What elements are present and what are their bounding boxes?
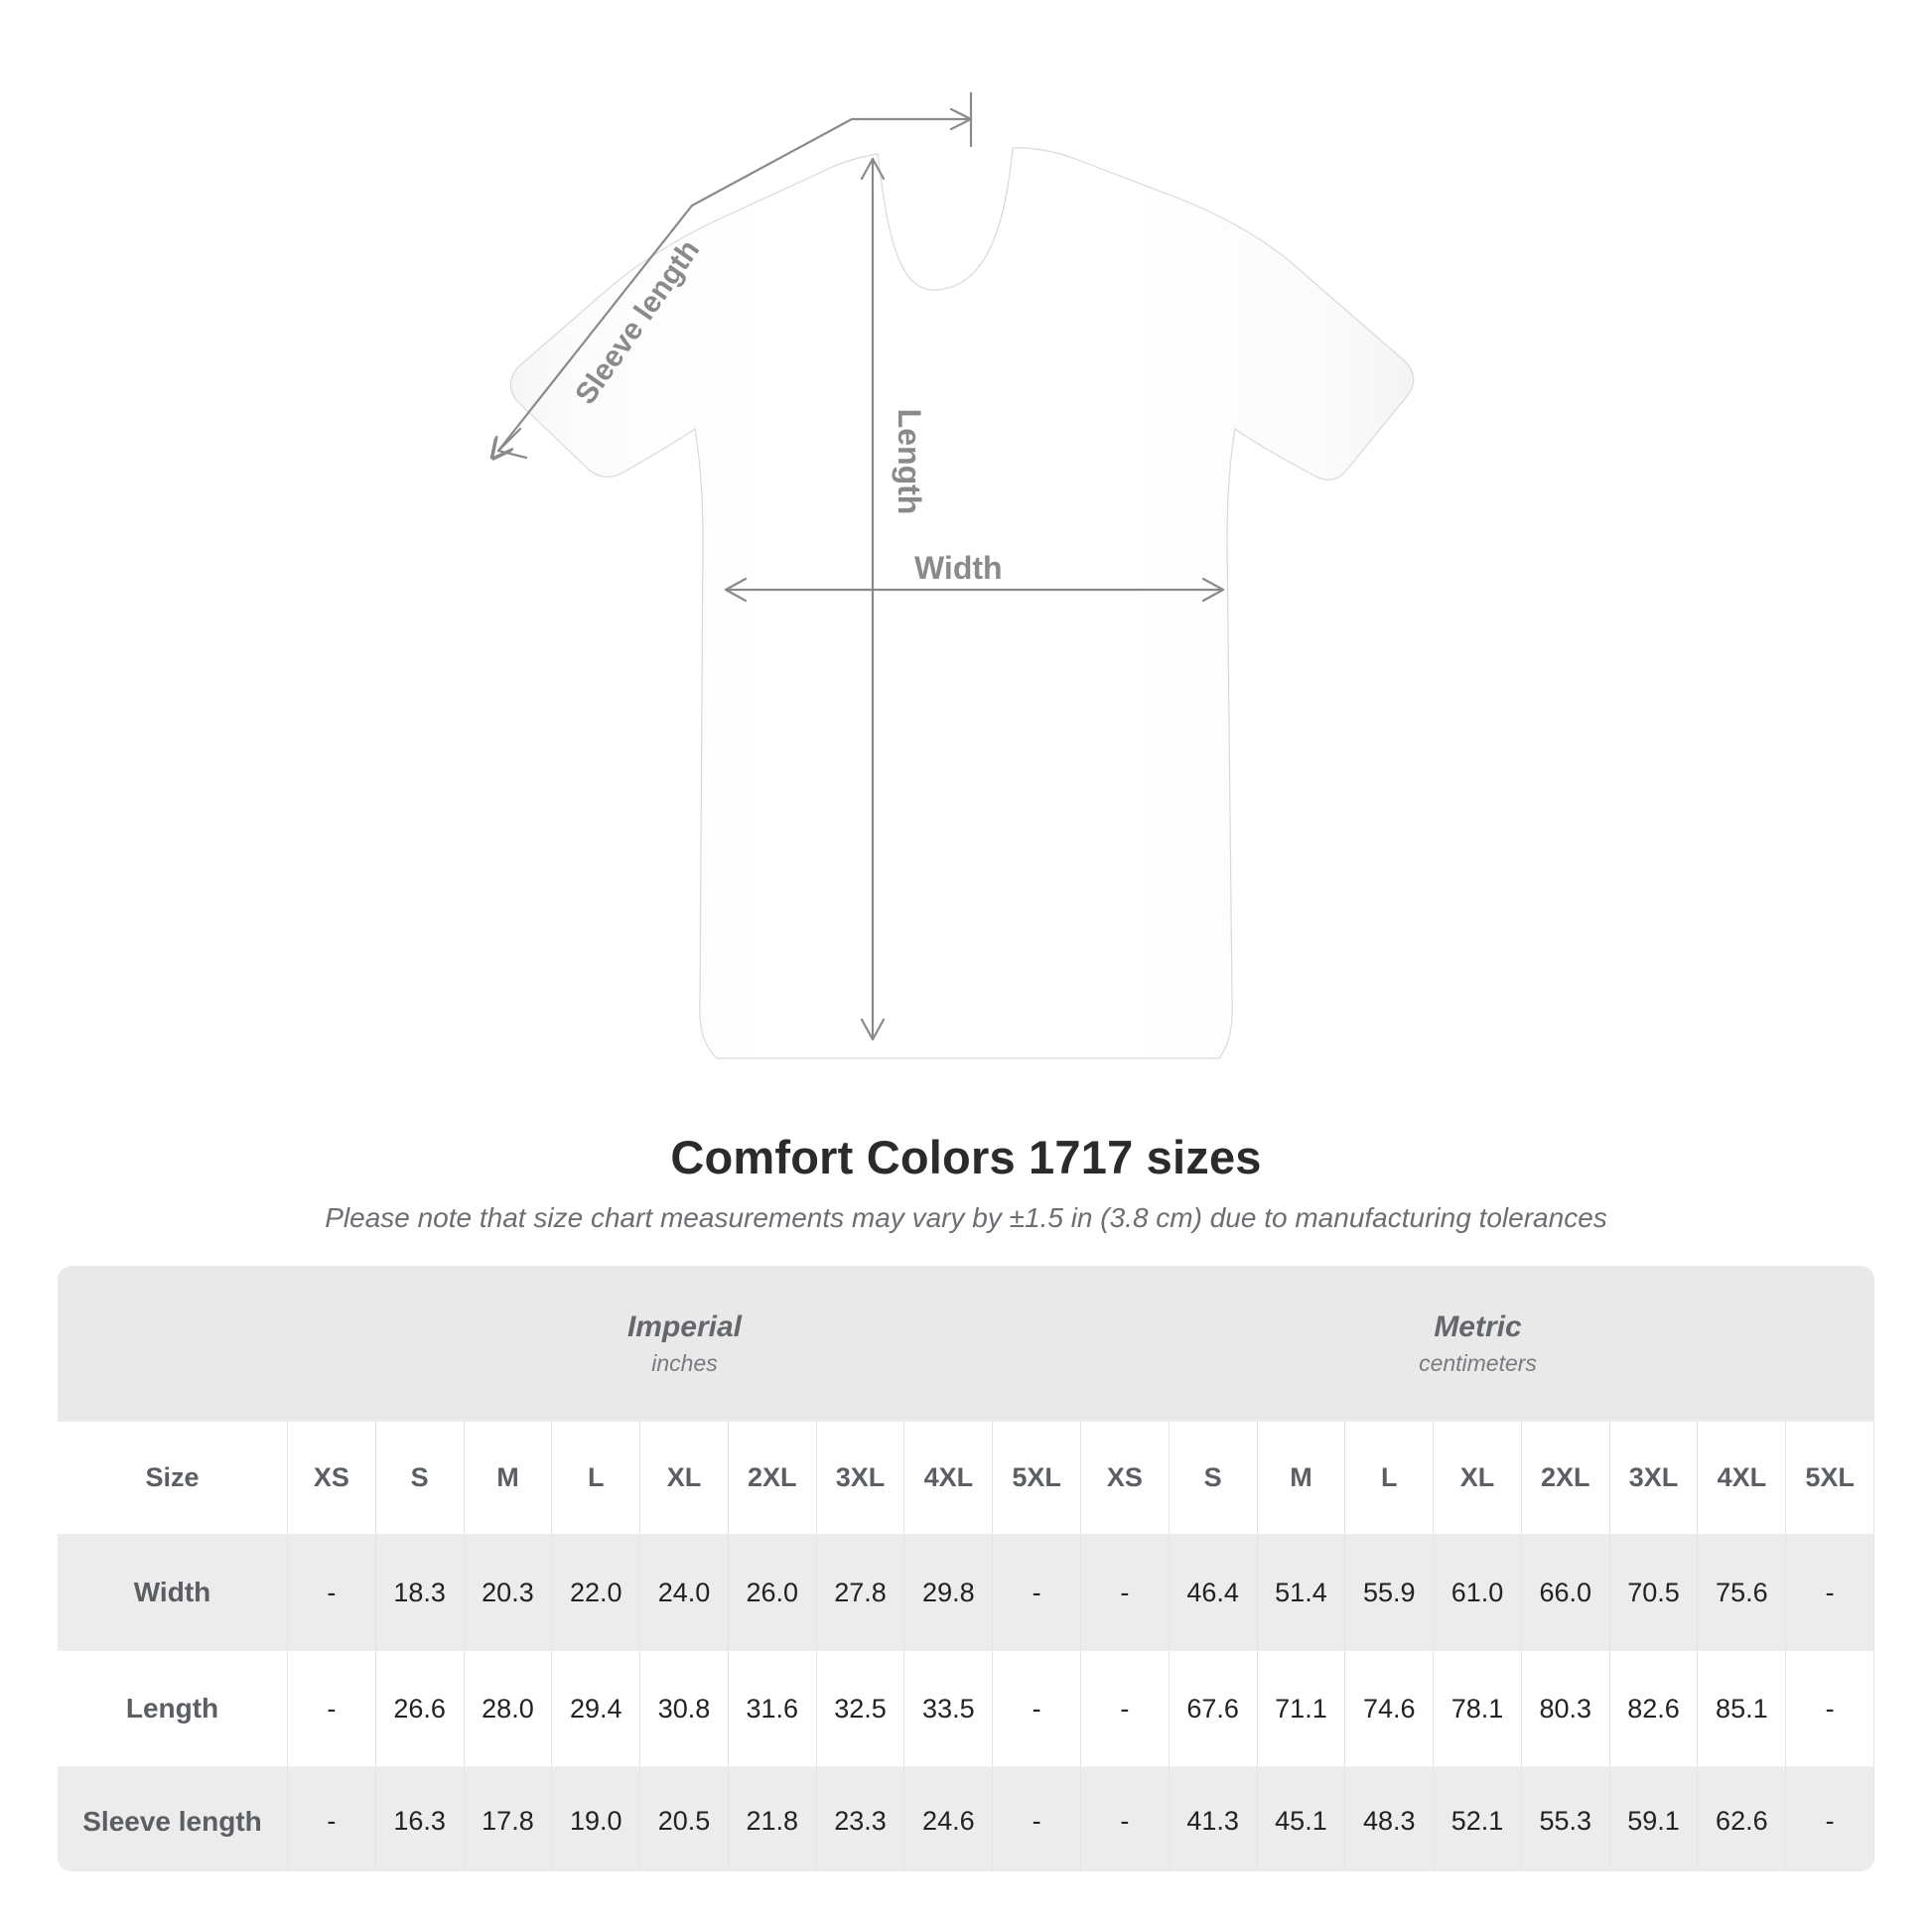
svg-text:Width: Width bbox=[914, 550, 1003, 586]
svg-text:Length: Length bbox=[892, 409, 927, 515]
